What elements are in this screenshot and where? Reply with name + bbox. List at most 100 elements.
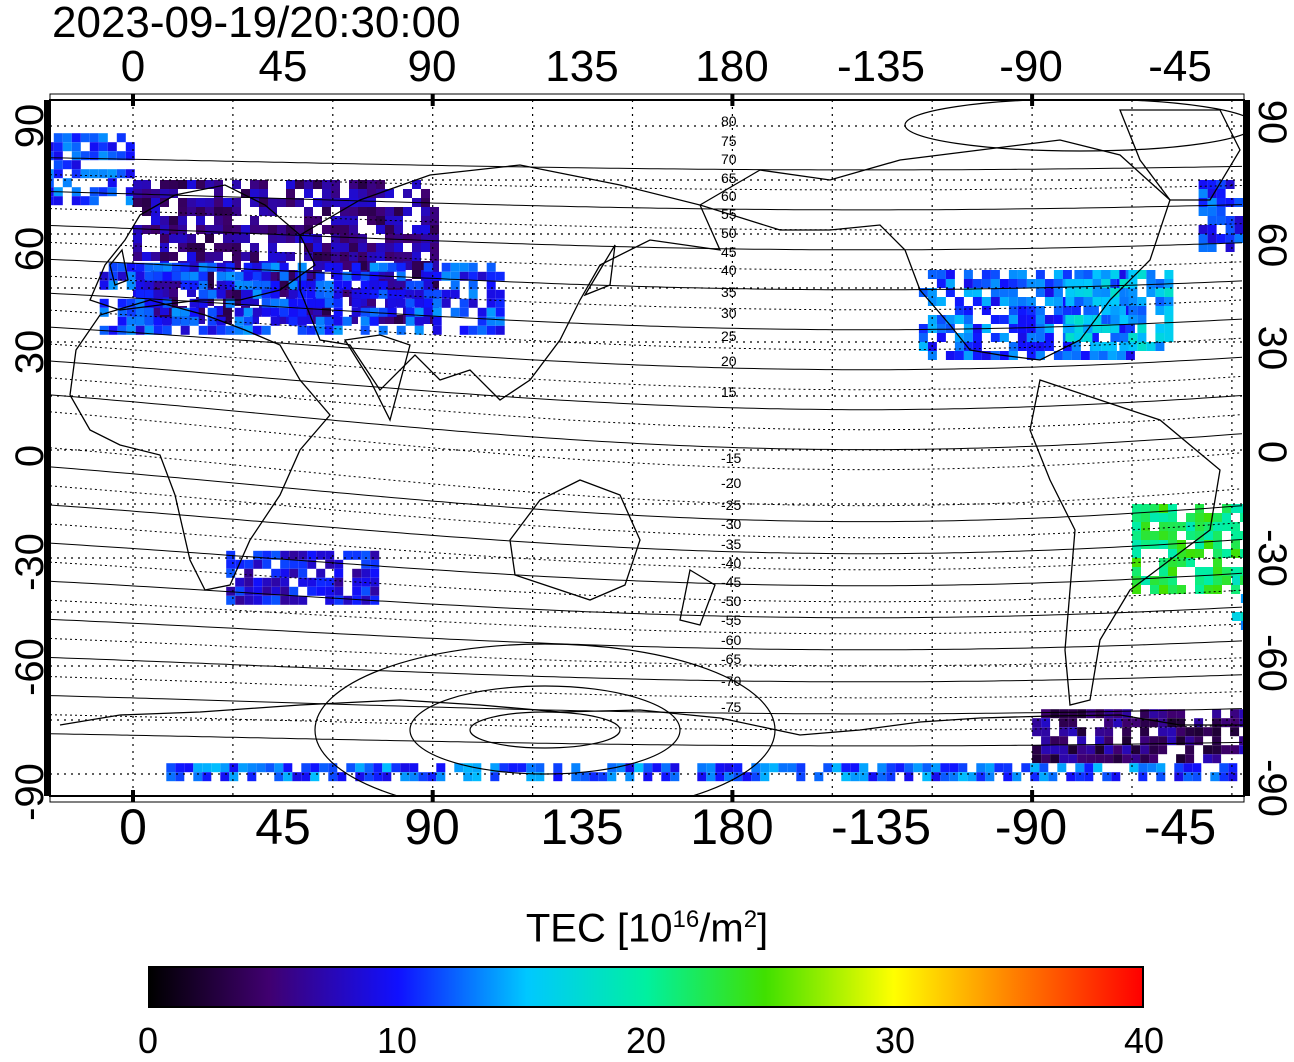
tec-cell [378,325,388,335]
tec-cell [18,169,27,178]
tec-cell [396,262,406,272]
tec-cell [1101,324,1111,333]
tec-cell [271,586,281,596]
tec-cell [643,763,653,773]
tec-cell [36,151,45,160]
tec-cell [342,280,352,290]
tec-cell [495,289,505,299]
tec-cell [963,315,973,324]
tec-cell [1258,513,1267,522]
tec-cell [1068,727,1078,737]
tec-cell [886,772,896,782]
tec-cell [126,280,136,290]
tec-cell [1132,540,1141,549]
contour-label: -75 [721,699,741,715]
tec-cell [553,772,563,782]
tec-cell [1285,549,1294,558]
tec-cell [160,252,169,261]
tec-cell [1222,513,1231,522]
tec-cell [841,763,851,773]
tec-cell [1008,351,1018,360]
bottom-longitude-label: -135 [830,799,932,855]
magnetic-contour [50,733,1243,747]
coastline [583,244,616,297]
tec-cell [166,763,176,773]
tec-cell [1137,342,1147,351]
tec-cell [1044,288,1054,297]
tec-cell [1234,225,1244,234]
tec-cell [421,315,430,324]
tec-cell [1174,772,1184,782]
tec-cell [1257,754,1266,763]
tec-cell [607,772,617,782]
pole-contour [409,685,681,775]
tec-cell [198,289,208,299]
tec-cell [1129,763,1139,773]
tec-cell [1110,333,1120,342]
tec-cell [1008,270,1018,279]
tec-cell [198,298,208,308]
tec-cell [1110,324,1120,333]
tec-cell [135,280,145,290]
tec-cell [252,289,262,299]
tec-cell [945,288,955,297]
tec-cell [877,763,887,773]
tec-cell [262,550,272,560]
tec-cell [385,225,394,234]
tec-cell [1216,189,1226,198]
tec-cell [1128,342,1138,351]
tec-cell [162,262,172,272]
tec-cell [178,180,187,189]
tec-cell [107,178,117,188]
tec-cell [166,772,176,782]
tec-cell [634,763,644,773]
tec-cell [283,763,293,773]
tec-cell [1168,504,1177,513]
tec-cell [280,595,290,605]
tec-cell [125,169,135,179]
tec-cell [387,307,397,317]
tec-cell [1032,727,1042,737]
tec-cell [107,142,117,152]
tec-cell [1249,585,1258,594]
tec-cell [1286,585,1294,594]
tec-cell [1289,207,1294,216]
tec-cell [1230,727,1240,737]
tec-cell [1035,324,1045,333]
tec-cell [1053,315,1063,324]
tec-cell [1062,306,1072,315]
tec-cell [307,586,317,596]
tec-cell [412,180,421,189]
tec-cell [954,306,964,315]
tec-cell [340,216,349,225]
tec-cell [1240,621,1244,630]
tec-cell [1250,621,1259,630]
tec-cell [1271,216,1280,225]
grid-lines [50,100,1244,796]
tec-cell [307,559,317,569]
tec-cell [270,316,280,326]
tec-cell [144,316,154,326]
tec-cell [1150,576,1159,585]
tec-cell [436,772,446,782]
tec-cell [1262,243,1271,252]
tec-cell [1110,306,1120,315]
tec-cell [241,234,250,243]
tec-cell [133,234,142,243]
contour-label: -40 [721,555,741,571]
tec-cell [160,180,169,189]
tec-cell [207,289,217,299]
tec-cell [160,216,169,225]
tec-cell [1168,567,1177,576]
tec-cell [1277,621,1286,630]
tec-cell [261,298,271,308]
tec-cell [450,271,460,281]
tec-cell [250,216,259,225]
tec-cell [394,315,403,324]
tec-cell [1086,754,1096,764]
tec-cell [243,316,253,326]
tec-cell [1267,549,1276,558]
tec-cell [1017,306,1027,315]
tec-cell [1080,351,1090,360]
tec-cell [715,763,725,773]
